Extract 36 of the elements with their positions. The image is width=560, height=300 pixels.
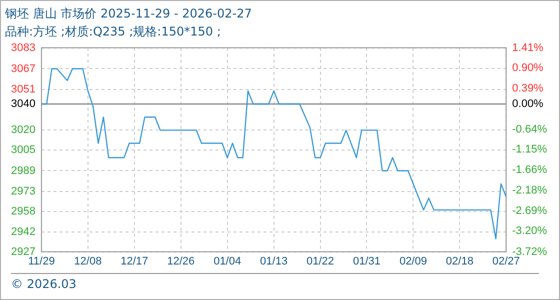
x-tick-label: 11/29 — [28, 255, 55, 268]
x-tick-label: 01/04 — [214, 255, 242, 268]
y2-tick-label: 1.41% — [512, 42, 544, 54]
y-tick-label: 3051 — [10, 84, 36, 96]
x-tick-label: 12/08 — [74, 255, 102, 268]
y2-tick-label: -3.72% — [512, 246, 548, 258]
text: © 2026.03 — [11, 273, 539, 291]
y2-tick-label: -1.15% — [512, 144, 548, 156]
x-tick-label: 01/13 — [260, 255, 288, 268]
x-tick-label: 12/17 — [120, 255, 148, 268]
x-tick-label: 12/26 — [167, 255, 195, 268]
x-tick-label: 02/27 — [492, 255, 520, 268]
y2-tick-label: 0.39% — [512, 82, 544, 94]
y-tick-label: 2942 — [10, 226, 36, 238]
x-tick-label: 02/09 — [399, 255, 427, 268]
x-tick-label: 01/22 — [306, 255, 334, 268]
y-tick-label: 3067 — [10, 62, 36, 75]
y-tick-label: 2927 — [10, 246, 36, 258]
y2-tick-label: 0.00% — [512, 98, 544, 110]
y-tick-label: 3040 — [10, 98, 36, 110]
y2-tick-label: -2.69% — [512, 204, 548, 217]
y-tick-label: 3020 — [10, 124, 36, 136]
y-tick-label: 3083 — [10, 42, 36, 54]
chart-subtitle: 品种:方坯 ;材质:Q235 ;规格:150*150 ; — [5, 24, 221, 39]
y2-tick-label: -3.20% — [512, 225, 548, 238]
x-tick-label: 02/18 — [446, 255, 474, 268]
y2-tick-label: -2.18% — [512, 184, 548, 197]
y2-tick-label: -0.64% — [512, 123, 548, 136]
y2-tick-label: 0.90% — [512, 62, 544, 74]
y2-tick-label: -1.66% — [512, 164, 548, 176]
y-tick-label: 2989 — [10, 164, 36, 177]
x-tick-label: 01/31 — [352, 255, 381, 268]
chart-title: 钢坯 唐山 市场价 2025-11-29 - 2026-02-27 — [4, 6, 252, 20]
y-tick-label: 3005 — [10, 144, 36, 156]
y-tick-label: 2973 — [10, 186, 36, 198]
y-tick-label: 2958 — [10, 205, 36, 218]
